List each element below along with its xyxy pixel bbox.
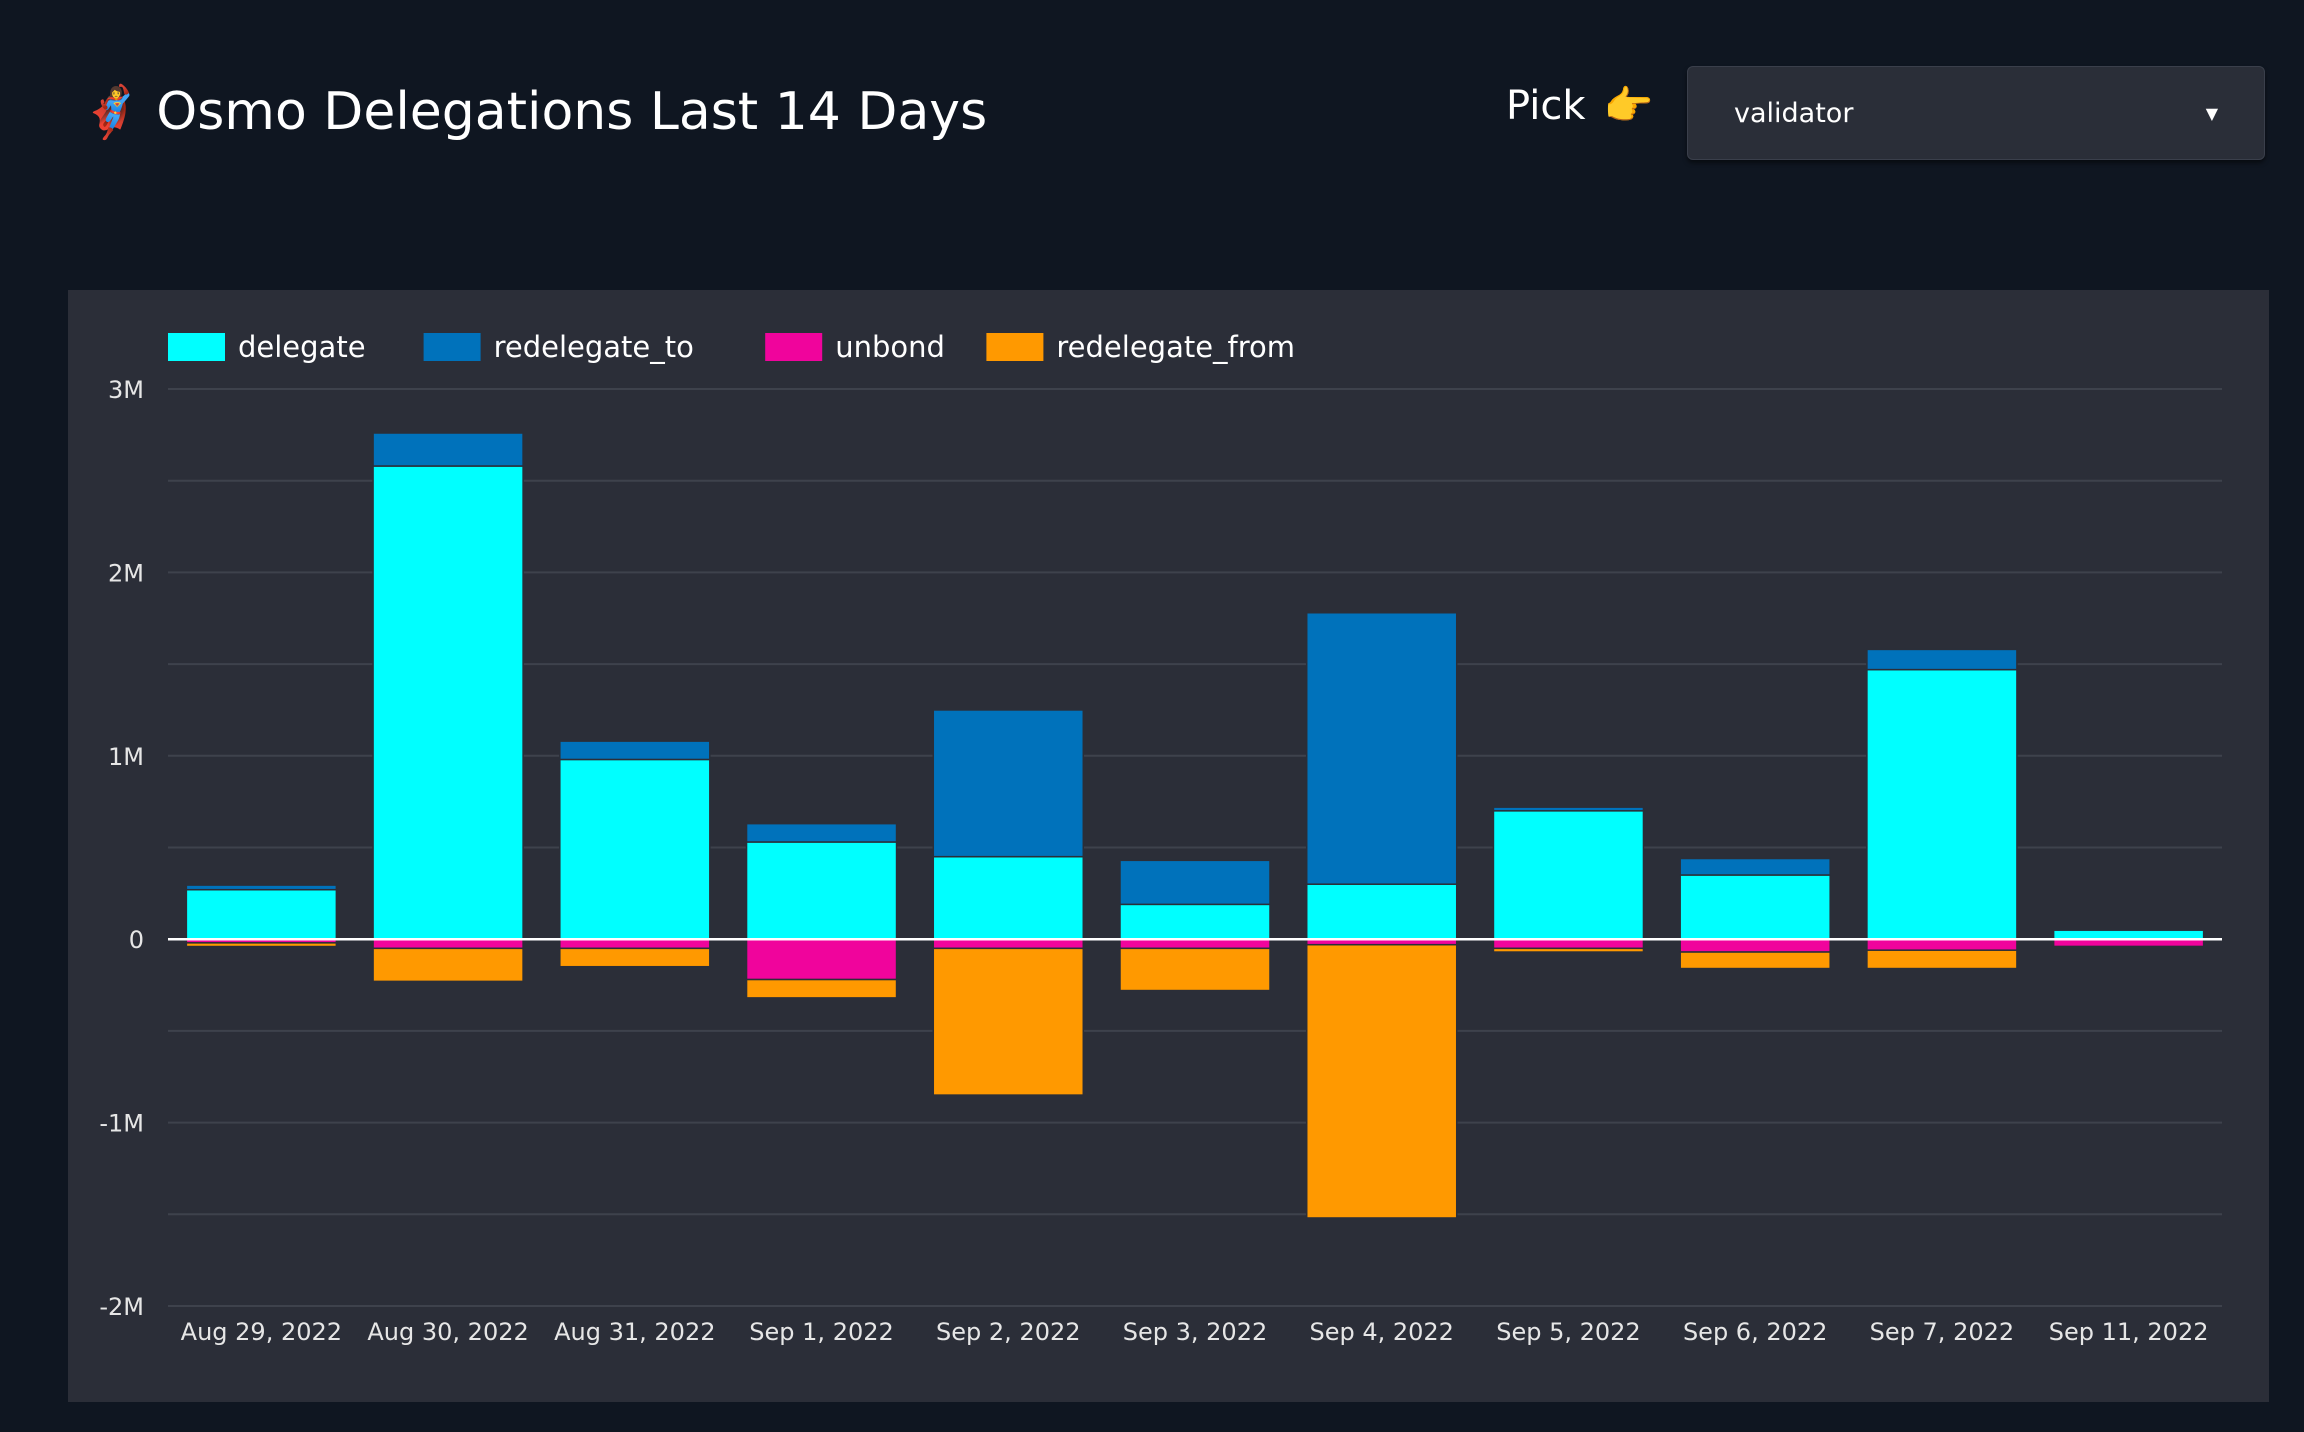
validator-select[interactable]: validator ▼ [1687,66,2265,160]
legend-label-delegate: delegate [238,330,366,364]
bar-delegate [185,888,338,940]
x-tick-label: Sep 7, 2022 [1870,1318,2014,1346]
bar-unbond [372,938,524,950]
bar-redelegate_to [1866,648,2018,671]
legend-label-unbond: unbond [835,330,945,364]
bar-delegate [372,465,524,940]
stacked-bar-chart: 3M 2M 1M 0 -1M -2M delegate redelegate_to unbond… [99,330,2222,1346]
bar-redelegate_from [745,978,898,999]
y-tick-label: 2M [108,559,144,587]
y-tick-label: -1M [99,1110,144,1138]
superhero-emoji-icon: 🦸‍♀️ [80,82,143,141]
bar-unbond [1492,938,1645,950]
bar-redelegate_from [1866,949,2018,970]
x-tick-label: Sep 11, 2022 [2049,1318,2209,1346]
bar-unbond [559,938,711,950]
bar-redelegate_to [745,822,898,843]
bar-redelegate_from [372,947,524,983]
bar-redelegate_from [1119,947,1271,992]
x-tick-label: Sep 1, 2022 [749,1318,893,1346]
bar-redelegate_from [2052,945,2205,949]
bar-redelegate_to [2052,928,2205,931]
bar-delegate [932,855,1085,940]
y-tick-label: 0 [129,926,144,954]
bar-delegate [1492,810,1645,940]
x-tick-label: Sep 2, 2022 [936,1318,1080,1346]
y-tick-label: -2M [99,1293,144,1321]
y-tick-label: 3M [108,376,144,404]
legend-swatch-redelegate_to [423,333,481,361]
page-title: 🦸‍♀️ Osmo Delegations Last 14 Days [80,82,987,142]
pointing-hand-icon: 👉 [1603,83,1654,129]
bar-redelegate_from [185,942,338,948]
bar-unbond [1866,938,2018,951]
x-tick-label: Sep 3, 2022 [1123,1318,1267,1346]
legend-swatch-unbond [765,333,823,361]
bar-redelegate_to [559,740,711,761]
bar-delegate [1679,874,1831,940]
bar-delegate [2052,929,2205,940]
legend-swatch-redelegate_from [986,333,1044,361]
bar-unbond [1679,938,1831,953]
bar-redelegate_to [1305,611,1458,885]
legend-label-redelegate_to: redelegate_to [494,330,694,364]
bar-redelegate_to [185,884,338,891]
bar-delegate [1305,883,1458,940]
legend-label-redelegate_from: redelegate_from [1056,330,1295,364]
title-text: Osmo Delegations Last 14 Days [156,82,988,142]
x-tick-label: Sep 5, 2022 [1496,1318,1640,1346]
bar-redelegate_from [932,947,1085,1096]
bar-unbond [1119,938,1271,950]
bar-delegate [1866,668,2018,940]
bar-delegate [1119,903,1271,940]
pick-text: Pick [1506,82,1586,129]
select-value: validator [1734,97,1854,129]
bar-redelegate_to [1119,859,1271,906]
x-tick-label: Aug 31, 2022 [554,1318,715,1346]
bar-unbond [745,938,898,981]
bar-delegate [745,841,898,940]
y-tick-label: 1M [108,743,144,771]
bar-redelegate_to [1492,806,1645,812]
x-tick-label: Sep 6, 2022 [1683,1318,1827,1346]
bar-unbond [932,938,1085,950]
x-tick-label: Sep 4, 2022 [1309,1318,1453,1346]
caret-down-icon: ▼ [2205,103,2218,123]
chart-panel: 3M 2M 1M 0 -1M -2M delegate redelegate_to unbond… [68,290,2269,1402]
pick-label: Pick 👉 [1506,82,1654,130]
bar-redelegate_from [1679,951,1831,970]
bar-redelegate_to [932,709,1085,858]
bar-redelegate_from [1492,947,1645,953]
x-tick-label: Aug 30, 2022 [367,1318,528,1346]
legend-swatch-delegate [168,333,225,361]
x-tick-label: Aug 29, 2022 [181,1318,342,1346]
bar-redelegate_from [559,947,711,968]
bar-redelegate_to [1679,857,1831,876]
bar-redelegate_to [372,432,524,467]
bar-delegate [559,758,711,940]
bar-redelegate_from [1305,943,1458,1219]
